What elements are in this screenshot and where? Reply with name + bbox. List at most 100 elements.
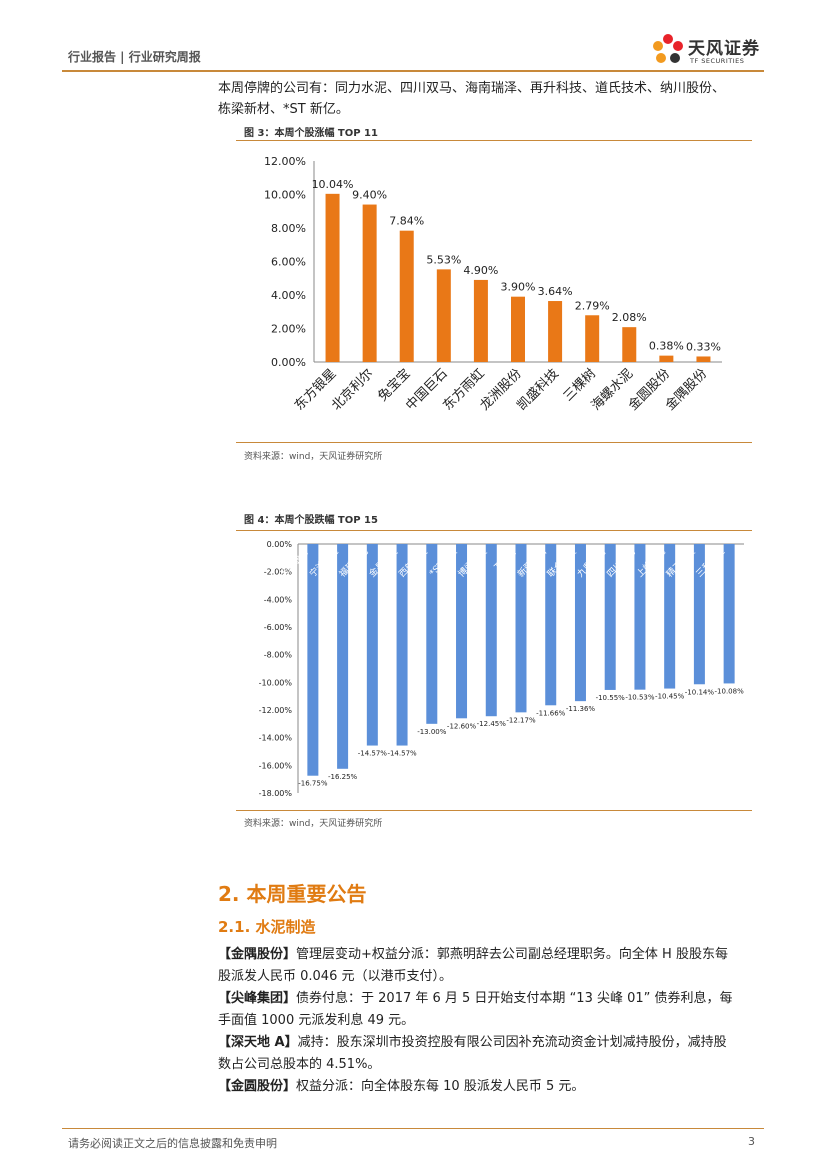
loss-bar [396,544,408,746]
loss-value-label: -14.57% [358,750,388,758]
loss-bar [723,544,735,684]
gain-bar [696,356,711,362]
figure-4-title: 图 4：本周个股跌幅 TOP 15 [244,515,378,526]
company-name: 【金隅股份】 [218,947,297,962]
figure-4-top-rule [236,530,752,531]
y-tick-label: 12.00% [264,155,306,168]
loss-bar [366,544,378,746]
disclaimer-footer: 请务必阅读正文之后的信息披露和免责申明 [68,1137,277,1150]
gain-value-label: 3.64% [538,285,573,298]
gain-value-label: 7.84% [389,215,424,228]
loss-value-label: -10.53% [625,694,655,702]
y-tick-label: 8.00% [271,222,306,235]
gain-bar [585,315,600,362]
y-tick-label: -4.00% [264,595,293,604]
y-tick-label: 0.00% [267,540,293,549]
loss-value-label: -10.55% [596,694,626,702]
announcement-item: 【尖峰集团】债券付息：于 2017 年 6 月 5 日开始支付本期 “13 尖峰… [218,988,766,1032]
y-tick-label: 10.00% [264,189,306,202]
loss-value-label: -13.00% [417,728,447,736]
loss-bar [426,544,438,724]
figure-3-top-rule [236,140,752,141]
gain-bar [511,296,525,362]
loss-category-label: 天山股份 [277,546,311,580]
paragraph-line: 本周停牌的公司有：同力水泥、四川双马、海南瑞泽、再升科技、道氏技术、纳川股份、 [218,81,726,96]
logo-chinese-name: 天风证券 [688,39,760,59]
gain-bar [473,279,488,362]
y-tick-label: -12.00% [259,706,293,715]
announcement-text: 权益分派：向全体股东每 10 股派发人民币 5 元。 [296,1079,585,1094]
gain-category-label: 金隅股份 [662,366,710,414]
loss-value-label: -10.45% [655,693,685,701]
loss-bar [456,544,468,719]
gain-value-label: 10.04% [312,178,354,191]
loss-bar [664,544,676,689]
announcement-text-continued: 手面值 1000 元派发利息 49 元。 [218,1013,415,1028]
company-name: 【金圆股份】 [218,1079,297,1094]
figure-3-bottom-rule [236,442,752,443]
gain-value-label: 9.40% [352,189,387,202]
loss-value-label: -12.17% [506,716,536,724]
loss-value-label: -10.14% [685,688,715,696]
gain-bar [622,327,637,362]
loss-value-label: -12.45% [477,720,507,728]
suspension-paragraph: 本周停牌的公司有：同力水泥、四川双马、海南瑞泽、再升科技、道氏技术、纳川股份、 … [218,78,766,120]
y-tick-label: -18.00% [259,789,293,798]
y-tick-label: -10.00% [259,678,293,687]
gain-value-label: 2.08% [612,311,647,324]
gain-bar [659,355,674,362]
gain-category-label: 凯盛科技 [515,366,562,413]
loss-bar [485,544,497,717]
page-number: 3 [748,1135,755,1148]
loss-bar [693,544,705,685]
company-name: 【尖峰集团】 [218,991,297,1006]
announcement-text: 管理层变动+权益分派：郭燕明辞去公司副总经理职务。向全体 H 股股东每 [296,947,728,962]
y-tick-label: 0.00% [271,356,306,369]
announcement-text: 债券付息：于 2017 年 6 月 5 日开始支付本期 “13 尖峰 01” 债… [296,991,733,1006]
gain-bar [548,301,563,362]
gain-bar [325,193,340,362]
announcement-item: 【深天地 A】减持：股东深圳市投资控股有限公司因补充流动资金计划减持股份，减持股… [218,1032,766,1076]
announcement-text: 减持：股东深圳市投资控股有限公司因补充流动资金计划减持股份，减持股 [297,1035,727,1050]
loss-value-label: -12.60% [447,722,477,730]
gain-value-label: 0.38% [649,340,684,353]
gain-category-label: 北京利尔 [329,366,376,413]
header-rule [62,70,764,72]
announcement-list: 【金隅股份】管理层变动+权益分派：郭燕明辞去公司副总经理职务。向全体 H 股股东… [218,944,766,1098]
y-tick-label: -2.00% [264,568,293,577]
gain-bar [362,204,377,362]
report-header-title: 行业报告 | 行业研究周报 [68,50,201,64]
loss-value-label: -10.08% [715,687,745,695]
loss-value-label: -11.66% [536,709,566,717]
figure-4-bottom-rule [236,810,752,811]
gain-value-label: 5.53% [426,253,461,266]
loss-bar [515,544,527,713]
loss-value-label: -14.57% [387,750,417,758]
y-tick-label: 6.00% [271,256,306,269]
gain-value-label: 2.79% [575,299,610,312]
section-heading: 2. 本周重要公告 [218,882,367,906]
loss-bar [307,544,319,776]
gainers-bar-chart: 0.00% 2.00% 4.00% 6.00% 8.00% 10.00% 12.00% 10.… [264,155,722,414]
y-tick-label: -6.00% [264,623,293,632]
loss-bar [574,544,586,702]
announcement-text-continued: 数占公司总股本的 4.51%。 [218,1057,381,1072]
loss-bar [337,544,349,769]
figure-3-source: 资料来源：wind，天风证券研究所 [244,452,383,462]
subsection-heading: 2.1. 水泥制造 [218,918,316,936]
losers-bar-chart: 0.00% -2.00% -4.00% -6.00% -8.00% -10.00% -12.… [259,540,745,798]
y-tick-label: 4.00% [271,289,306,302]
announcement-item: 【金圆股份】权益分派：向全体股东每 10 股派发人民币 5 元。 [218,1076,766,1098]
flower-logo-icon [653,34,683,63]
logo-english-name: TF SECURITIES [690,57,745,65]
announcement-text-continued: 股派发人民币 0.046 元（以港币支付）。 [218,969,452,984]
loss-value-label: -16.25% [328,773,358,781]
company-name: 【深天地 A】 [218,1035,298,1050]
loss-bar [604,544,616,690]
announcement-item: 【金隅股份】管理层变动+权益分派：郭燕明辞去公司副总经理职务。向全体 H 股股东… [218,944,766,988]
gain-bar [399,230,414,362]
footer-rule [62,1128,764,1129]
figure-4-source: 资料来源：wind，天风证券研究所 [244,819,383,829]
y-tick-label: -16.00% [259,761,293,770]
gain-bar [436,269,451,362]
